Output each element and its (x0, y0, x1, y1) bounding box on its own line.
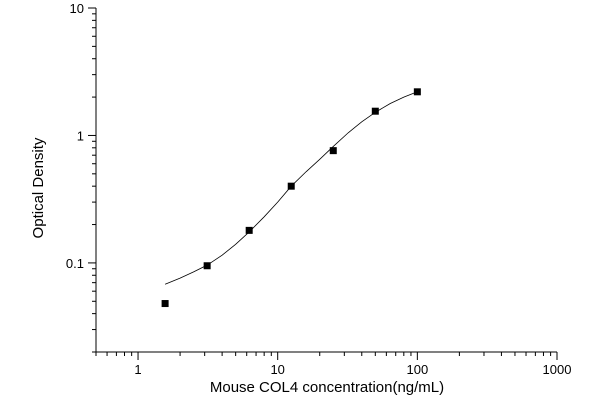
x-tick-label: 10 (270, 362, 284, 377)
data-point-marker (287, 182, 295, 190)
x-tick-label: 100 (406, 362, 428, 377)
data-point-marker (161, 300, 169, 308)
y-tick-label: 1 (77, 128, 84, 143)
data-point-marker (203, 262, 211, 270)
x-axis-title: Mouse COL4 concentration(ng/mL) (210, 379, 444, 396)
y-axis-title: Optical Density (30, 137, 47, 238)
y-tick-label: 10 (70, 1, 84, 16)
data-point-marker (413, 88, 421, 96)
data-point-marker (245, 226, 253, 234)
x-tick-label: 1 (134, 362, 141, 377)
data-point-marker (371, 107, 379, 115)
x-tick-label: 1000 (543, 362, 572, 377)
ticks-layer: 1 10 100 1000 0.1 1 10 (66, 1, 572, 377)
axes-layer (95, 8, 557, 353)
y-tick-label: 0.1 (66, 256, 84, 271)
data-point-marker (329, 147, 337, 155)
points-layer (161, 88, 421, 308)
